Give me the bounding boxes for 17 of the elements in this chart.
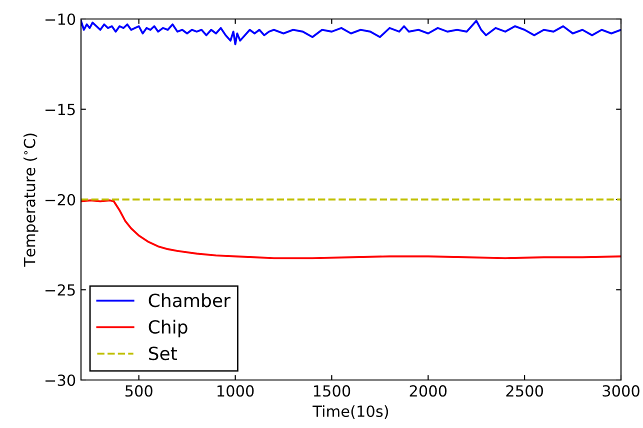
x-tick-label: 3000 [602,385,640,397]
x-tick-label: 2000 [410,385,447,397]
y-tick-label: −20 [46,194,76,206]
legend-label: Chip [148,320,188,338]
x-axis-title: Time(10s) [312,405,388,419]
y-tick-label: −15 [46,104,75,116]
x-tick-label: 1000 [218,385,254,397]
y-axis-title: Temperature ($^{∘}$C) [24,134,38,267]
x-tick-label: 1500 [314,385,350,397]
y-tick-label: −30 [46,374,76,386]
line-series [81,199,621,260]
y-tick-label: −25 [46,284,75,296]
y-tick-label: −10 [46,13,76,26]
x-tick-label: 2500 [506,385,543,397]
legend-label: Set [148,346,178,360]
legend-label: Chamber [148,293,230,308]
x-tick-label: 500 [125,385,152,397]
